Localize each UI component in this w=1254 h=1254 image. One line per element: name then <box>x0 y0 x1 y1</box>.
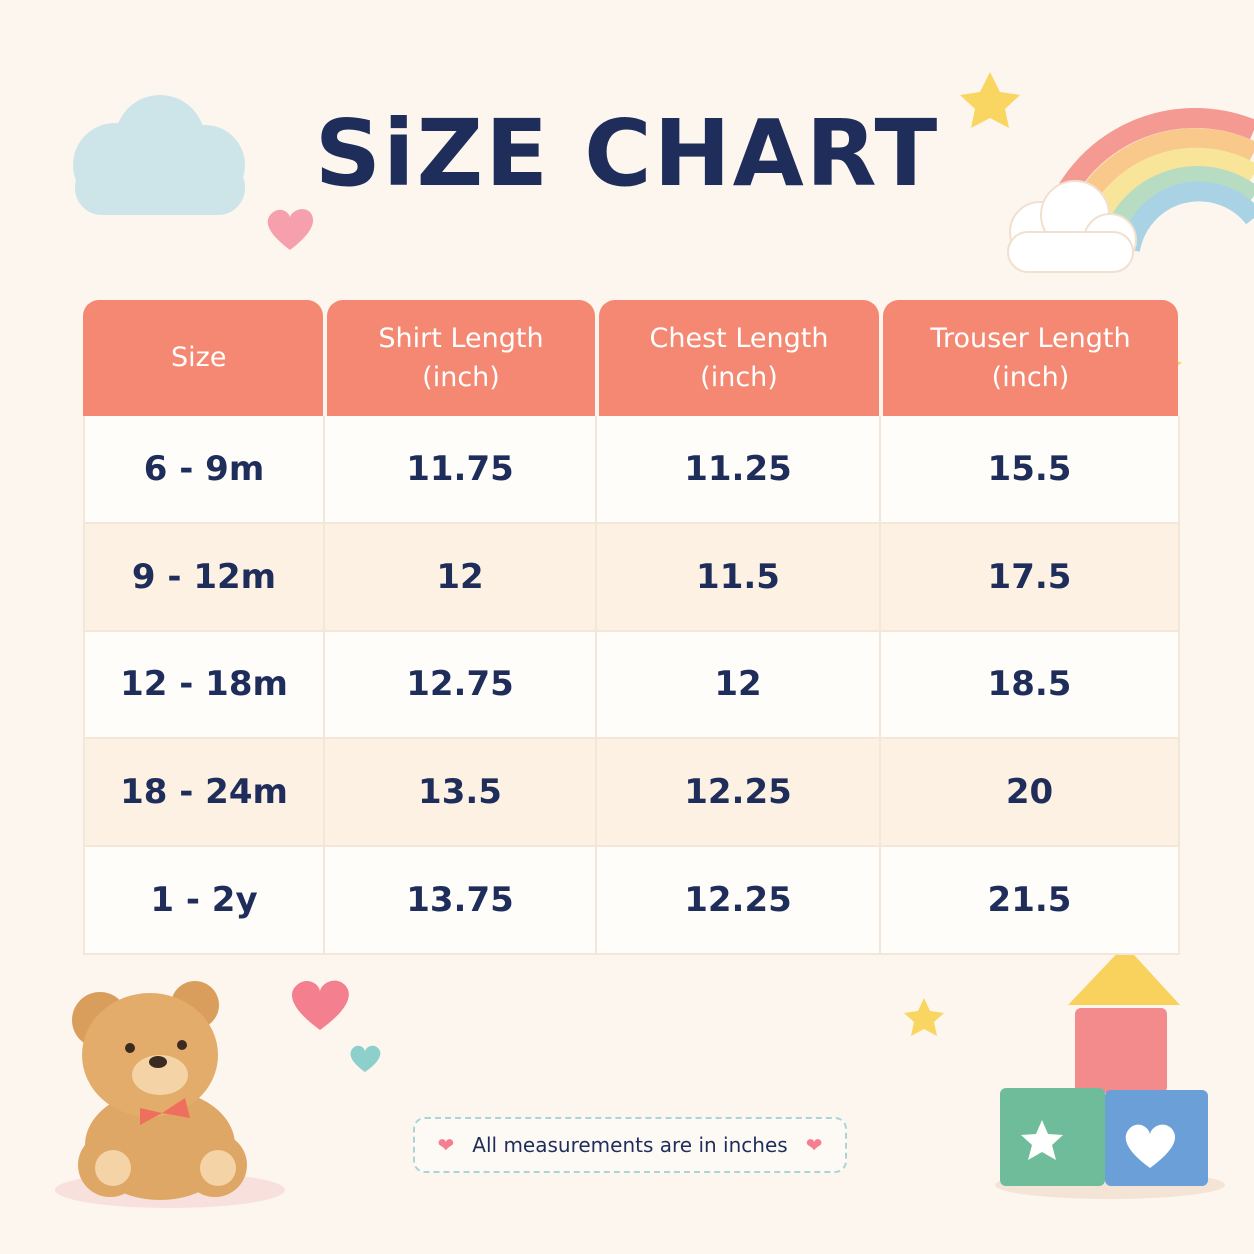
heart-icon: ❤ <box>437 1133 455 1157</box>
title: SiZE CHART <box>314 100 940 207</box>
header-cell: Size <box>83 300 323 416</box>
value-cell: 21.5 <box>881 847 1180 955</box>
value-cell: 11.25 <box>597 416 881 524</box>
heart-icon: ❤ <box>805 1133 823 1157</box>
size-cell: 6 - 9m <box>83 416 325 524</box>
header-cell: Shirt Length (inch) <box>327 300 595 416</box>
note: All measurements are in inches <box>472 1133 788 1157</box>
size-cell: 18 - 24m <box>83 739 325 848</box>
value-cell: 13.5 <box>325 739 597 848</box>
size-cell: 9 - 12m <box>83 523 325 632</box>
teddy-bear <box>55 981 285 1208</box>
value-cell: 20 <box>881 739 1180 848</box>
header-cell: Trouser Length (inch) <box>883 300 1178 416</box>
heart <box>267 209 314 250</box>
header-cell: Chest Length (inch) <box>599 300 879 416</box>
note-box: ❤ All measurements are in inches ❤ <box>413 1117 847 1173</box>
star <box>904 998 944 1036</box>
value-cell: 12.25 <box>597 847 881 955</box>
size-cell: 12 - 18m <box>83 631 325 740</box>
value-cell: 15.5 <box>881 416 1180 524</box>
value-cell: 12.25 <box>597 739 881 848</box>
value-cell: 12 <box>597 631 881 740</box>
size-table: Size Shirt Length (inch) Chest Length (inc… <box>83 300 1180 955</box>
heart <box>291 980 349 1030</box>
cloud <box>1007 180 1137 273</box>
cloud <box>73 95 245 215</box>
size-cell: 1 - 2y <box>83 847 325 955</box>
value-cell: 11.5 <box>597 523 881 632</box>
value-cell: 12 <box>325 523 597 632</box>
value-cell: 17.5 <box>881 523 1180 632</box>
value-cell: 18.5 <box>881 631 1180 740</box>
value-cell: 13.75 <box>325 847 597 955</box>
star <box>960 72 1020 128</box>
heart <box>350 1045 381 1072</box>
toy-blocks <box>995 945 1225 1199</box>
value-cell: 11.75 <box>325 416 597 524</box>
value-cell: 12.75 <box>325 631 597 740</box>
